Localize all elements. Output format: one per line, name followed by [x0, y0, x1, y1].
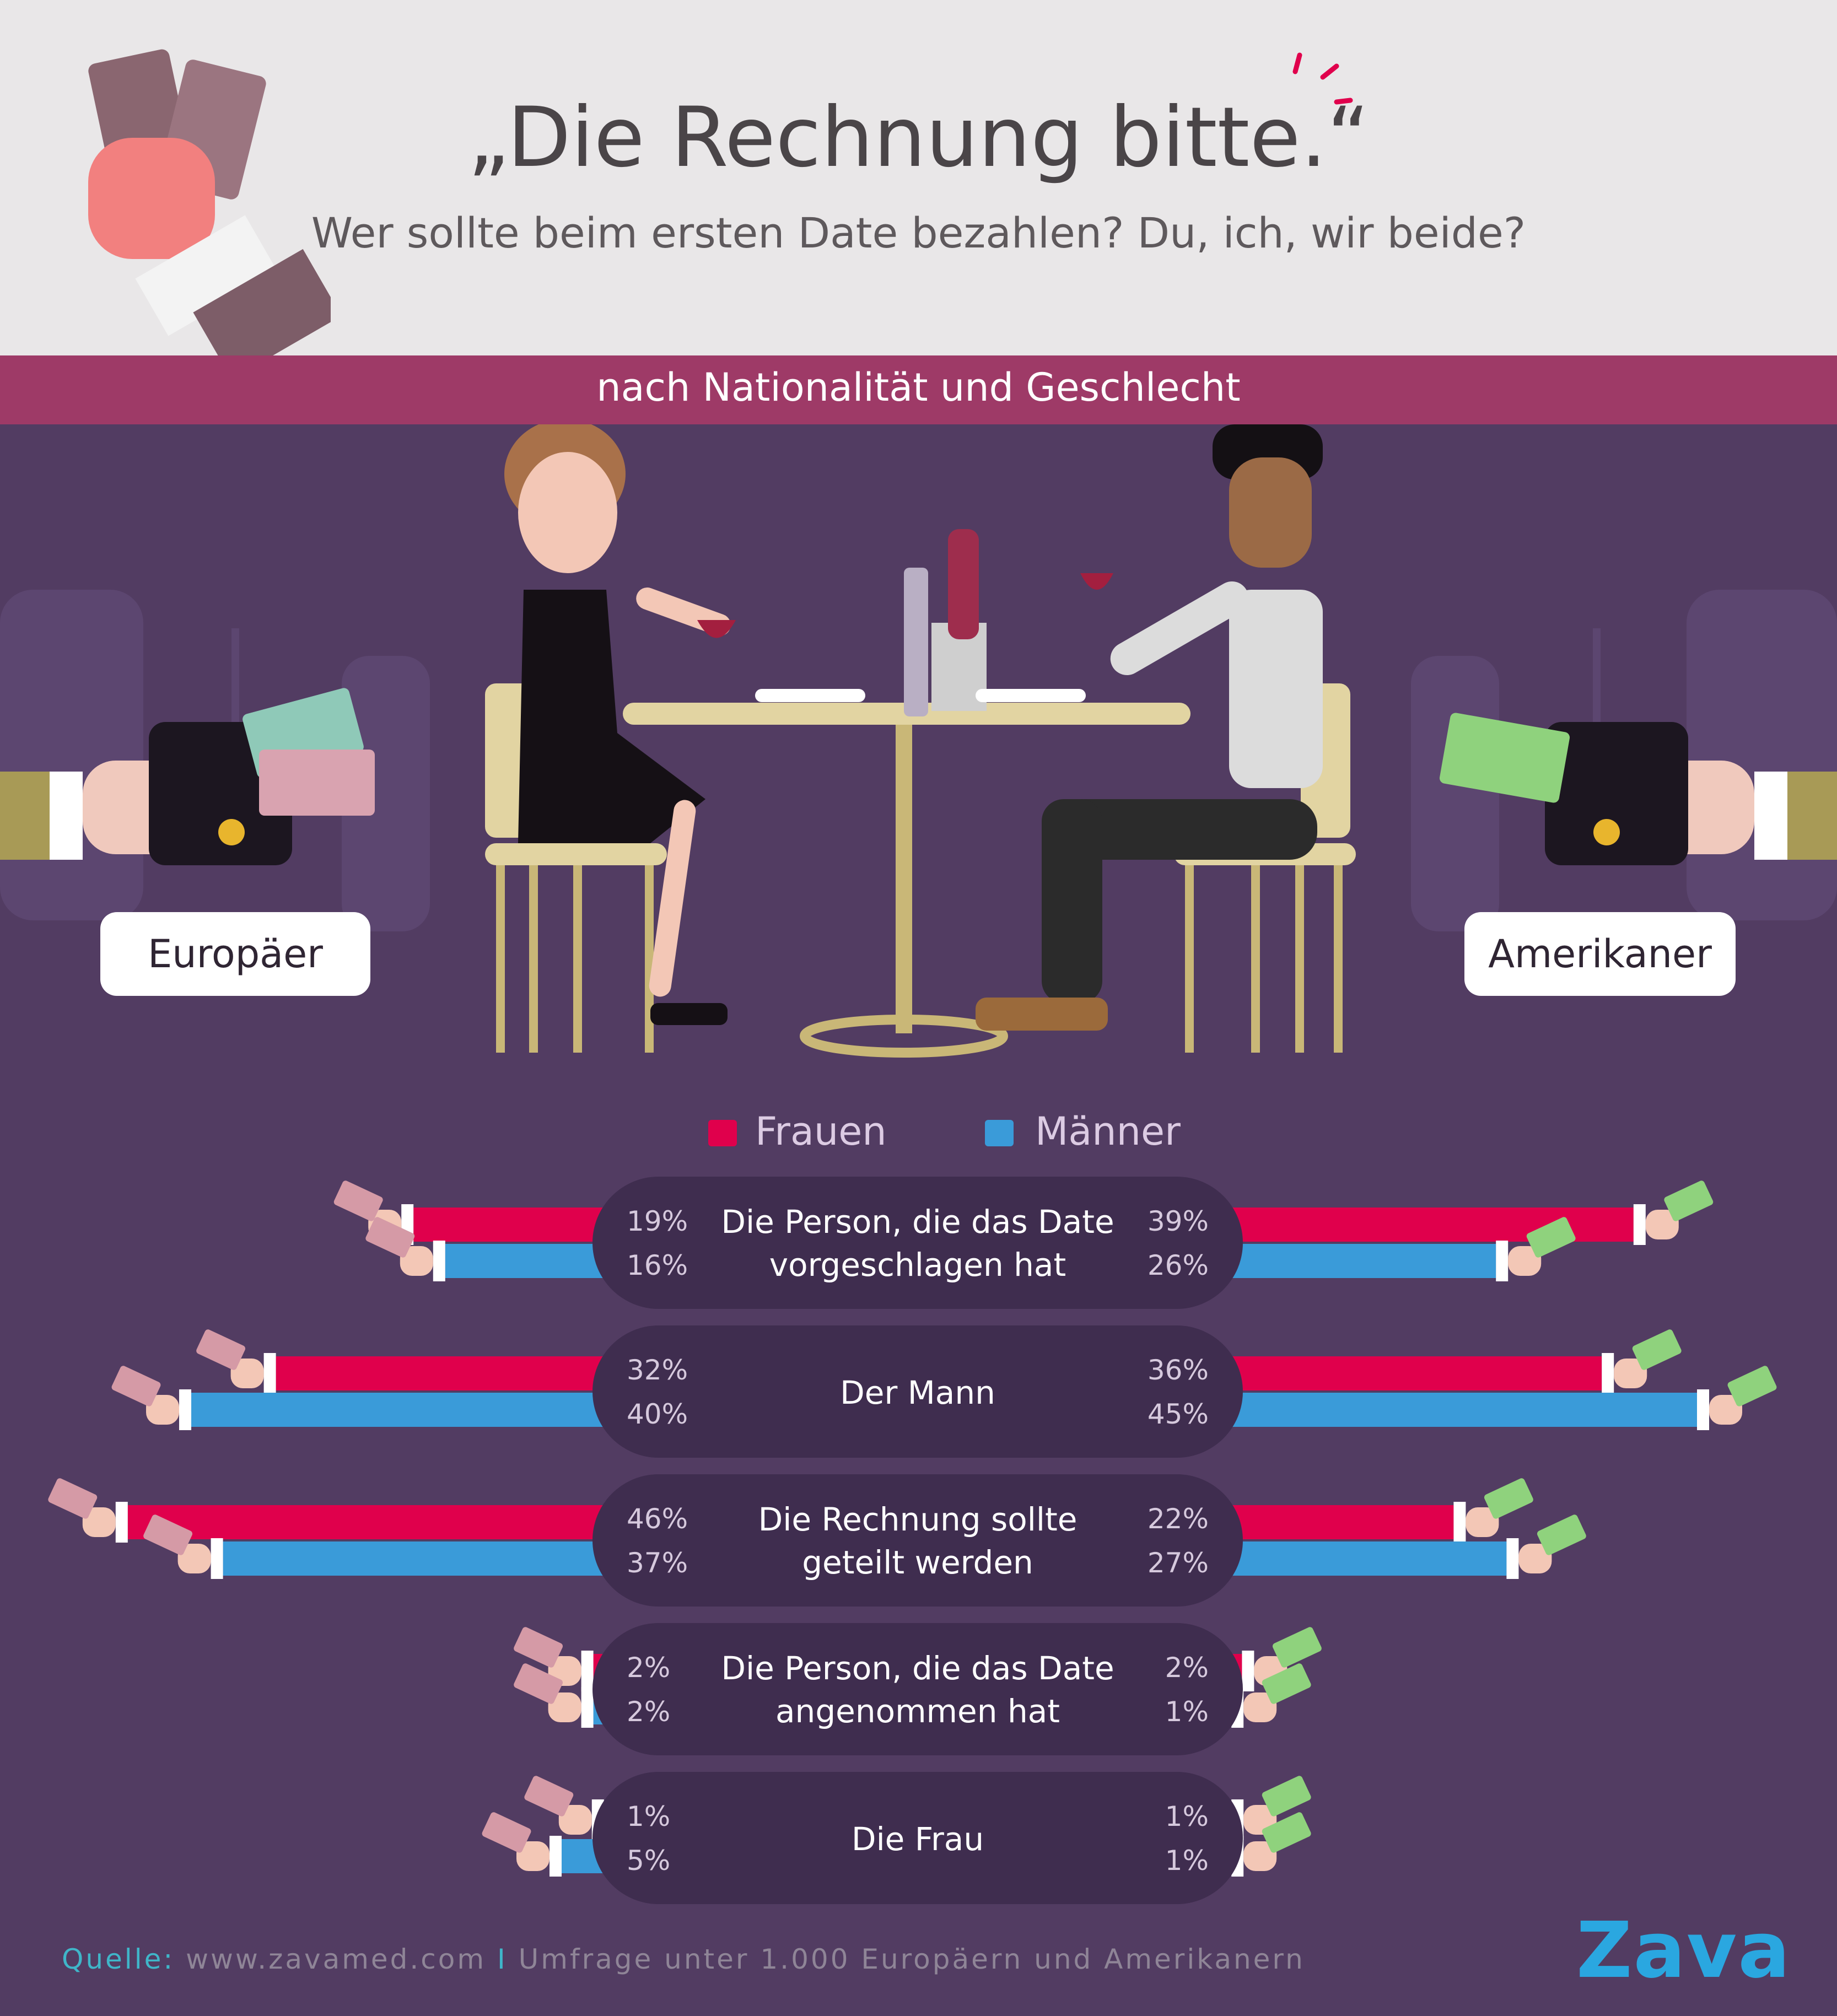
value-label-us-men-2: 27% [1148, 1547, 1209, 1579]
value-label-us-women-3: 2% [1165, 1652, 1209, 1684]
value-label-eu-men-4: 5% [627, 1845, 670, 1877]
value-label-eu-men-2: 37% [627, 1547, 688, 1579]
value-label-us-men-1: 45% [1148, 1398, 1209, 1430]
source-note: Quelle: www.zavamed.com I Umfrage unter … [62, 1945, 1305, 1973]
hand-money-icon [1697, 1366, 1777, 1430]
hand-money-icon [111, 1366, 191, 1430]
value-label-eu-women-4: 1% [627, 1801, 670, 1832]
source-separator: I [497, 1943, 508, 1975]
hand-money-icon [1453, 1478, 1533, 1543]
source-label: Quelle: [62, 1943, 175, 1975]
hand-money-icon [143, 1514, 223, 1579]
region-label-america: Amerikaner [1464, 912, 1736, 996]
category-label-4: Die Frau [852, 1820, 984, 1858]
bar-eu-women-2 [127, 1505, 615, 1539]
hand-money-icon [48, 1478, 128, 1543]
category-label-3: Die Person, die das Date [721, 1650, 1114, 1687]
hand-money-icon [365, 1217, 445, 1281]
hand-money-icon [196, 1329, 276, 1394]
legend: Frauen Männer [0, 1108, 1837, 1157]
page-subtitle: Wer sollte beim ersten Date bezahlen? Du… [311, 208, 1526, 257]
value-label-us-women-0: 39% [1148, 1205, 1209, 1237]
category-pill-3 [592, 1623, 1243, 1755]
hand-money-icon [1496, 1217, 1576, 1281]
hand-money-icon [524, 1776, 604, 1840]
bar-us-men-1 [1221, 1393, 1697, 1427]
value-label-us-men-0: 26% [1148, 1249, 1209, 1281]
sparkle-icon [1292, 52, 1353, 105]
value-label-us-women-4: 1% [1165, 1801, 1209, 1832]
category-label-1: Der Mann [840, 1374, 995, 1411]
section-band-label: nach Nationalität und Geschlecht [596, 365, 1241, 410]
hand-money-icon [514, 1663, 594, 1728]
bar-eu-women-0 [413, 1208, 615, 1242]
bar-eu-men-2 [223, 1541, 615, 1576]
source-survey-note: Umfrage unter 1.000 Europäern und Amerik… [518, 1943, 1305, 1975]
category-label-0: vorgeschlagen hat [769, 1246, 1066, 1284]
hand-money-icon [1506, 1514, 1586, 1579]
bar-us-men-2 [1221, 1541, 1507, 1576]
source-url[interactable]: www.zavamed.com [186, 1943, 487, 1975]
legend-men-swatch [985, 1120, 1014, 1146]
category-label-2: Die Rechnung sollte [758, 1501, 1078, 1538]
value-label-eu-women-2: 46% [627, 1503, 688, 1535]
bar-us-men-0 [1221, 1244, 1496, 1278]
category-label-3: angenommen hat [775, 1692, 1060, 1730]
category-pill-2 [592, 1474, 1243, 1607]
value-label-eu-women-1: 32% [627, 1354, 688, 1386]
hand-money-icon [482, 1812, 562, 1877]
category-pill-0 [592, 1177, 1243, 1309]
value-label-us-women-2: 22% [1148, 1503, 1209, 1535]
region-label-europe: Europäer [100, 912, 370, 996]
zava-logo: Zava [1576, 1906, 1791, 1996]
category-pill-1 [592, 1325, 1243, 1458]
bar-us-women-1 [1221, 1356, 1602, 1390]
value-label-eu-women-0: 19% [627, 1205, 688, 1237]
value-label-eu-men-3: 2% [627, 1696, 670, 1728]
category-label-2: geteilt werden [802, 1544, 1033, 1581]
value-label-eu-women-3: 2% [627, 1652, 670, 1684]
hand-money-icon [1602, 1329, 1682, 1394]
value-label-us-men-3: 1% [1165, 1696, 1209, 1728]
hand-money-icon [1242, 1627, 1322, 1691]
bar-eu-men-0 [445, 1244, 615, 1278]
bar-eu-women-1 [276, 1356, 615, 1390]
hand-money-icon [88, 49, 331, 364]
legend-men-label: Männer [1035, 1109, 1181, 1154]
value-label-eu-men-0: 16% [627, 1249, 688, 1281]
bar-us-women-2 [1221, 1505, 1454, 1539]
value-label-us-women-1: 36% [1148, 1354, 1209, 1386]
value-label-eu-men-1: 40% [627, 1398, 688, 1430]
category-pill-4 [592, 1772, 1243, 1904]
value-label-us-men-4: 1% [1165, 1845, 1209, 1877]
bar-eu-men-1 [191, 1393, 615, 1427]
hand-money-icon [1633, 1181, 1714, 1245]
page-title: „Die Rechnung bitte.“ [467, 90, 1370, 186]
legend-women-swatch [708, 1120, 737, 1146]
legend-women-label: Frauen [755, 1109, 887, 1154]
restaurant-scene-illustration [0, 424, 1837, 1058]
section-band [0, 355, 1837, 424]
category-label-0: Die Person, die das Date [721, 1203, 1114, 1241]
